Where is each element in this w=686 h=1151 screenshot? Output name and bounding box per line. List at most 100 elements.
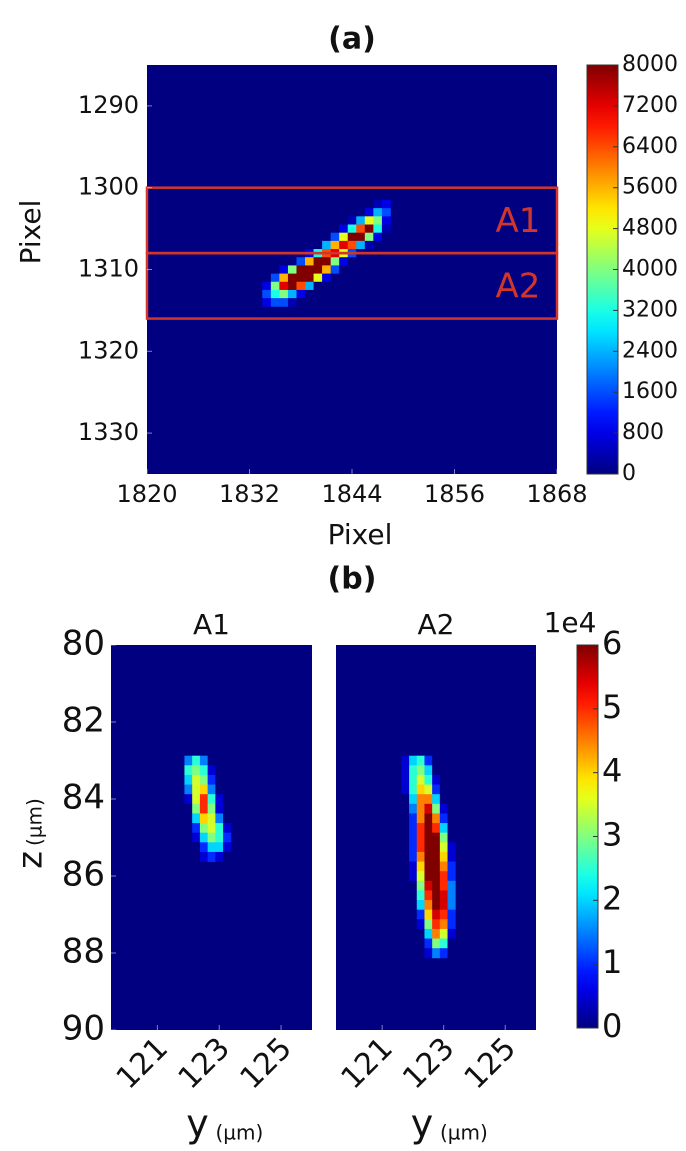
heatmap-cell [416,813,425,824]
heatmap-cell [409,900,418,911]
heatmap-cell [416,794,425,805]
heatmap-cell [215,823,224,834]
heatmap-cell [279,273,289,283]
heatmap-cell [356,281,366,291]
heatmap-cell [347,257,357,266]
heatmap-cell [199,832,209,843]
x-axis-unit: (µm) [440,1121,488,1145]
heatmap-cell [432,755,441,766]
heatmap-cell [199,774,209,785]
heatmap-cell [184,794,193,805]
heatmap-cell [287,265,297,274]
heatmap-cell [192,832,201,843]
heatmap-cell [322,216,332,225]
heatmap-cell [416,765,425,776]
heatmap-cell [330,224,340,234]
heatmap-cell [262,208,272,217]
heatmap-cell [279,232,289,242]
heatmap-cell [424,784,433,795]
heatmap-cell [432,880,441,891]
heatmap-cell [409,928,418,939]
heatmap-cell [296,208,306,217]
colorbar-tick-label: 2400 [622,338,678,363]
heatmap-cell [287,289,297,299]
heatmap-cell [270,298,280,307]
heatmap-cell [447,803,456,814]
colorbar-tick-label: 8000 [622,52,678,77]
heatmap-cell [305,199,314,209]
heatmap-cell [424,890,433,901]
colorbar-tick-label: 4800 [622,216,678,241]
heatmap [184,755,232,862]
heatmap-cell [364,208,374,217]
heatmap-cell [192,851,201,862]
heatmap-cell [447,919,456,930]
region-label: A1 [496,201,541,241]
heatmap-cell [207,851,216,862]
colorbar-tick-label: 4000 [622,257,678,282]
heatmap-cell [339,281,349,291]
heatmap-cell [270,199,280,209]
heatmap-cell [364,224,374,234]
heatmap-cell [356,208,366,217]
heatmap-cell [356,232,366,242]
heatmap-cell [262,265,272,274]
heatmap-cell [296,232,306,242]
x-tick-label: 1868 [526,480,587,508]
heatmap-cell [339,216,349,225]
heatmap-cell [409,948,418,959]
heatmap-cell [192,813,201,824]
heatmap-cell [184,765,193,776]
x-tick-label: 1832 [219,480,280,508]
heatmap-cell [215,851,224,862]
heatmap-cell [262,199,272,209]
heatmap-cell [381,208,391,217]
heatmap-cell [192,842,201,853]
heatmap-cell [401,938,410,949]
colorbar-tick-label: 6 [602,624,622,662]
heatmap-cell [424,938,433,949]
heatmap-cell [373,257,383,266]
heatmap-cell [279,216,289,225]
heatmap-cell [223,765,232,776]
heatmap-cell [409,774,418,785]
heatmap-cell [432,909,441,920]
heatmap-cell [439,851,448,862]
heatmap-cell [330,298,340,307]
heatmap-cell [424,861,433,872]
heatmap-cell [432,813,441,824]
heatmap-cell [199,823,209,834]
heatmap-cell [409,890,418,901]
colorbar-tick-label: 2 [602,879,622,917]
x-tick-label: 1820 [116,480,177,508]
x-axis-label: y [186,1102,209,1146]
heatmap-cell [322,232,332,242]
heatmap-cell [416,803,425,814]
heatmap-cell [262,224,272,234]
heatmap-cell [356,257,366,266]
heatmap-cell [347,298,357,307]
heatmap-cell [223,784,232,795]
heatmap-cell [439,938,448,949]
y-axis-unit: (µm) [23,798,47,846]
heatmap-cell [296,199,306,209]
heatmap-cell [447,765,456,776]
heatmap-cell [287,298,297,307]
heatmap-cell [184,832,193,843]
heatmap-cell [207,794,216,805]
heatmap-cell [223,813,232,824]
heatmap-cell [447,900,456,911]
x-tick-label: 123 [396,1031,461,1096]
heatmap-cell [424,813,433,824]
heatmap-cell [339,273,349,283]
heatmap-cell [447,823,456,834]
heatmap-cell [439,919,448,930]
x-tick-label: 121 [335,1031,400,1096]
heatmap-cell [424,774,433,785]
heatmap-cell [401,851,410,862]
heatmap-cell [416,871,425,882]
heatmap-cell [447,938,456,949]
heatmap-cell [192,823,201,834]
heatmap-cell [432,861,441,872]
heatmap-cell [432,919,441,930]
